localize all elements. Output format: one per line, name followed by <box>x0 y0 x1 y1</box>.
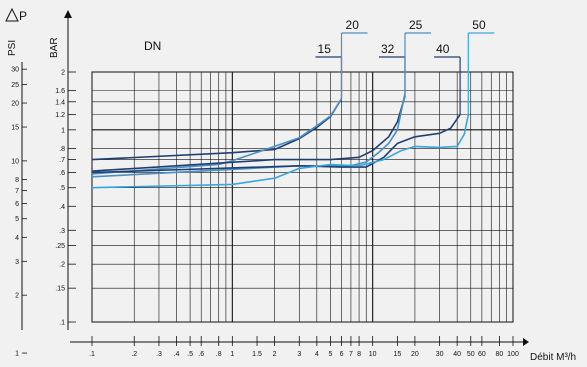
series-label-dn-20: 20 <box>346 18 360 32</box>
x-tick-label: 2 <box>273 351 277 358</box>
psi-tick-label: 4 <box>15 235 19 242</box>
psi-tick-label: 15 <box>11 125 19 132</box>
x-tick-label: 60 <box>478 351 486 358</box>
bar-axis-arrow-icon <box>64 10 72 18</box>
psi-tick-label: 3 <box>15 259 19 266</box>
x-tick-label: .4 <box>174 351 180 358</box>
x-tick-label: 6 <box>340 351 344 358</box>
x-tick-label: 8 <box>357 351 361 358</box>
psi-tick-label: 1 <box>15 351 19 358</box>
chart-grid <box>91 71 514 323</box>
x-tick-label: 1.5 <box>252 351 262 358</box>
x-tick-label: 20 <box>411 351 419 358</box>
x-axis-arrow-icon <box>523 338 529 346</box>
x-tick-label: 5 <box>328 351 332 358</box>
bar-tick-label: .1 <box>59 320 65 327</box>
curve-dn-20 <box>91 98 343 175</box>
x-tick-label: 3 <box>297 351 301 358</box>
leader-line-dn-50 <box>467 32 495 115</box>
psi-tick-label: 30 <box>11 67 19 74</box>
series-label-dn-40: 40 <box>436 42 450 56</box>
x-tick-label: 7 <box>349 351 353 358</box>
bar-tick-label: .3 <box>59 228 65 235</box>
psi-axis-title: PSI <box>7 40 18 56</box>
leader-line-dn-40 <box>434 56 461 115</box>
delta-p-label: P <box>19 9 27 23</box>
x-tick-label: 4 <box>315 351 319 358</box>
x-tick-label: 100 <box>507 351 519 358</box>
x-tick-label: 10 <box>369 351 377 358</box>
psi-tick-label: 2 <box>15 293 19 300</box>
bar-tick-label: 1.2 <box>55 112 65 119</box>
series-label-dn-25: 25 <box>409 18 423 32</box>
delta-icon <box>5 7 19 22</box>
x-tick-label: .5 <box>187 351 193 358</box>
bar-axis-title: BAR <box>49 37 60 58</box>
bar-tick-label: 1.6 <box>55 88 65 95</box>
chart-curves <box>91 32 495 189</box>
bar-tick-label: .6 <box>59 170 65 177</box>
curve-dn-32 <box>91 95 406 172</box>
psi-tick-label: 20 <box>11 101 19 108</box>
bar-tick-label: 2 <box>61 70 65 77</box>
psi-tick-label: 8 <box>15 177 19 184</box>
leader-line-dn-25 <box>404 32 431 94</box>
series-label-dn-50: 50 <box>472 18 486 32</box>
series-label-dn-32: 32 <box>381 42 395 56</box>
curve-dn-50 <box>91 114 470 189</box>
x-tick-label: .1 <box>89 351 95 358</box>
bar-tick-label: .7 <box>59 157 65 164</box>
psi-tick-label: 5 <box>15 216 19 223</box>
series-label-dn-15: 15 <box>318 42 332 56</box>
x-tick-label: .8 <box>216 351 222 358</box>
psi-tick-label: 6 <box>15 201 19 208</box>
psi-tick-label: 10 <box>11 158 19 165</box>
x-tick-label: .6 <box>198 351 204 358</box>
bar-tick-label: 1 <box>61 127 65 134</box>
bar-tick-label: 1.4 <box>55 99 65 106</box>
bar-tick-label: .5 <box>59 185 65 192</box>
bar-tick-label: .4 <box>59 204 65 211</box>
bar-tick-label: .2 <box>59 262 65 269</box>
x-tick-label: 15 <box>393 351 401 358</box>
psi-tick-label: 25 <box>11 82 19 89</box>
chart-labels: .1.2.3.4.5.6.8 1 1.5 2 3 4 5 6 7 8 10 15 20 30 40 50 60 8… <box>7 9 576 363</box>
x-tick-label: 50 <box>467 351 475 358</box>
bar-tick-label: .25 <box>55 243 65 250</box>
x-tick-label: .2 <box>131 351 137 358</box>
psi-tick-label: 7 <box>15 188 19 195</box>
x-tick-label: 80 <box>496 351 504 358</box>
dn-label: DN <box>144 39 161 53</box>
x-tick-label: .3 <box>156 351 162 358</box>
leader-line-dn-20 <box>340 32 368 99</box>
x-axis-title: Débit M³/h <box>530 352 576 363</box>
x-tick-label: 1 <box>230 351 234 358</box>
bar-tick-label: .15 <box>55 286 65 293</box>
x-tick-label: 40 <box>453 351 461 358</box>
plot-frame <box>91 71 514 323</box>
x-tick-label: 30 <box>436 351 444 358</box>
chart-axes <box>5 7 529 354</box>
bar-tick-label: .8 <box>59 146 65 153</box>
